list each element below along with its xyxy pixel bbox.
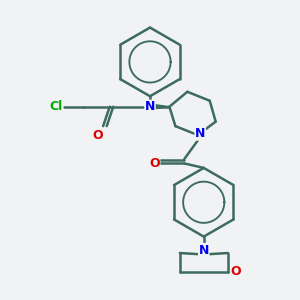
Text: O: O (231, 265, 241, 278)
Text: O: O (92, 129, 103, 142)
Text: N: N (145, 100, 155, 113)
Text: Cl: Cl (49, 100, 63, 113)
Text: N: N (199, 244, 209, 256)
Text: N: N (195, 127, 206, 140)
Polygon shape (150, 104, 170, 110)
Text: O: O (149, 157, 160, 170)
